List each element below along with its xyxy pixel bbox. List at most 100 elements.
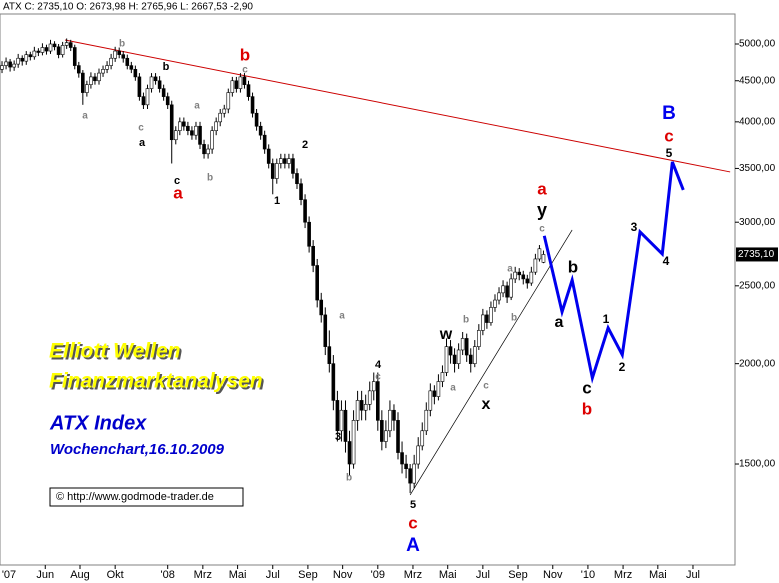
candle-body [472,346,477,364]
wave-label: b [240,45,250,64]
x-tick-label: '07 [2,569,16,581]
candle-body [129,65,134,70]
wave-label: a [450,383,456,394]
x-tick-label: Mai [649,569,667,581]
candle-body [505,285,509,298]
wave-label: a [555,314,564,331]
candle-body [0,65,4,70]
candle-body [513,271,517,280]
candle-body [270,163,275,179]
y-tick-label: 3500,00 [739,163,776,174]
wave-label: 2 [302,139,308,151]
candle-body [133,69,138,78]
candle-body [432,390,437,397]
x-tick-label: '08 [161,569,175,581]
wave-label: a [537,179,547,198]
candle-body [68,42,73,48]
candle-body [141,96,146,106]
candle-body [408,468,412,484]
candle-body [72,47,77,66]
candle-body [198,125,202,145]
candle-body [477,330,481,347]
wave-label: 5 [666,146,673,160]
candle-body [169,104,174,141]
x-tick-label: Mai [229,569,247,581]
y-tick-label: 2000,00 [739,358,776,369]
candle-body [274,163,279,179]
candle-body [222,108,227,114]
candle-body [125,57,130,66]
overlay-text: Elliott Wellen Elliott Wellen Finanzmark… [49,340,265,458]
brand-line1: Elliott Wellen [49,340,180,363]
candle-body [178,121,182,131]
candle-body [444,346,449,373]
candle-body [537,248,542,260]
candle-body [137,76,142,97]
candle-body [295,173,299,185]
candle-body [347,441,352,465]
candle-body [436,381,441,397]
candle-body [56,46,61,55]
x-tick-label: Jul [476,569,490,581]
candle-body [396,420,400,453]
x-tick-label: Mrz [614,569,632,581]
candle-body [428,390,433,411]
wave-label: b [163,61,170,73]
y-tick-label: 3000,00 [739,217,776,228]
candle-body [376,381,380,421]
candle-body [254,112,259,127]
candle-body [89,76,93,85]
candle-body [190,130,194,136]
candle-body [218,112,223,123]
wave-label: b [207,173,213,184]
candle-body [16,57,20,65]
candle-body [36,50,41,53]
candle-body [109,57,113,66]
wave-label: b [346,473,352,484]
candle-body [250,96,255,114]
candle-body [28,54,33,58]
wave-label: c [664,126,673,145]
candle-body [343,409,348,442]
candle-body [283,158,287,164]
candle-body [214,121,218,131]
x-tick-label: Mrz [404,569,422,581]
candle-body [32,50,37,58]
index-title: ATX Index [49,412,147,434]
candle-body [182,121,186,127]
candle-body [400,452,404,465]
wave-label: B [662,103,676,124]
candle-body [311,245,315,266]
x-tick-label: '10 [581,569,595,581]
candle-body [234,80,239,89]
copyright: © http://www.godmode-trader.de [56,491,214,503]
wave-label: c [408,513,417,532]
candle-body [145,88,150,106]
candle-body [323,314,328,347]
y-tick-label: 5000,00 [739,39,776,50]
candle-body [291,158,295,174]
candle-body [497,292,501,301]
candle-body [529,271,534,284]
candle-body [464,338,469,356]
candle-body [230,80,235,93]
x-tick-label: Jul [266,569,280,581]
candle-body [420,430,425,447]
candle-body [266,148,271,164]
y-tick-label: 4500,00 [739,75,776,86]
brand-line2: Finanzmarktanalysen [49,370,263,393]
candle-body [262,134,267,150]
candle-body [319,299,324,316]
candle-body [355,400,360,421]
candle-body [121,54,126,59]
candle-body [279,158,283,164]
candle-body [456,349,461,364]
wave-label: 2 [619,360,626,374]
candle-body [424,409,429,432]
candle-body [4,61,8,66]
wave-label: a [139,137,146,149]
candle-body [468,354,473,364]
candle-body [307,221,311,247]
x-tick-label: Sep [298,569,318,581]
